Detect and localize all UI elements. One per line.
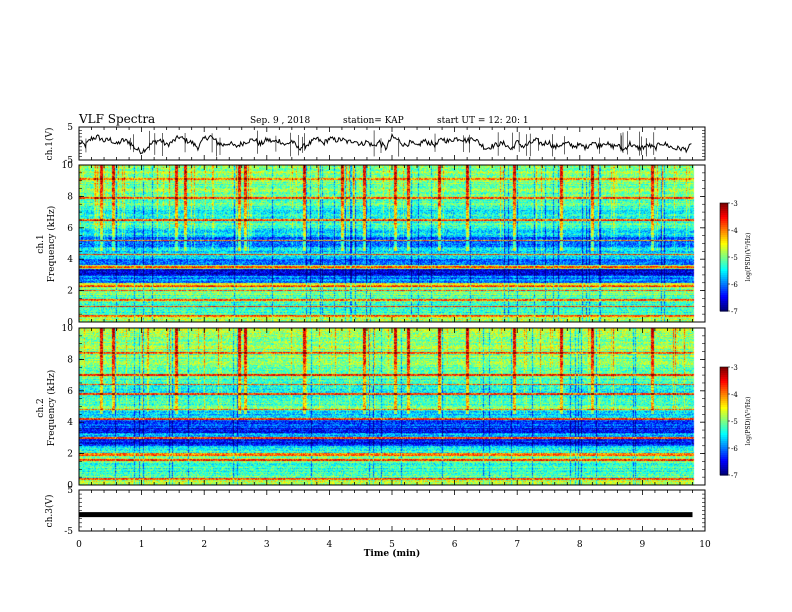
start-time-label: start UT = 12: 20: 1 — [437, 116, 529, 126]
colorbar-tick-label: -3 — [731, 364, 738, 372]
y-tick-label: 5 — [67, 486, 73, 496]
ch2-colorbar: -3 -4 -5 -6 -7 log(PSD)(V²/Hz) — [719, 364, 752, 480]
ch1-ylabel: ch.1(V) — [44, 128, 55, 161]
y-tick-label: 6 — [67, 224, 73, 234]
colorbar-label: log(PSD)(V²/Hz) — [745, 397, 752, 446]
ch1-waveform-panel: ch.1(V) 5 -5 — [44, 123, 706, 166]
y-tick-label: 6 — [67, 387, 73, 397]
y-tick-label: 2 — [67, 287, 73, 297]
y-tick-label: 0 — [67, 481, 73, 491]
ch3-waveform-panel: ch.3(V) 5 -50 1 2 3 4 5 6 7 8 9 10 Time (min) — [44, 486, 711, 559]
colorbar-tick-label: -6 — [731, 445, 738, 453]
colorbar-tick-label: -5 — [731, 254, 738, 262]
x-tick-label: 9 — [640, 540, 646, 550]
colorbar-tick-label: -7 — [731, 472, 738, 480]
ch1-waveform-line — [78, 132, 692, 155]
x-tick-label: 3 — [264, 540, 270, 550]
x-axis-label: Time (min) — [364, 548, 421, 559]
y-tick-label: 2 — [67, 450, 73, 460]
ch1-spec-ylabel-1: ch.1 — [36, 234, 46, 253]
y-tick-label: 5 — [67, 123, 73, 133]
date-label: Sep. 9 , 2018 — [250, 116, 310, 126]
colorbar-tick-label: -7 — [731, 308, 738, 316]
colorbar-label: log(PSD)(V²/Hz) — [745, 233, 752, 282]
x-tick-label: 7 — [514, 540, 520, 550]
y-tick-label: -5 — [64, 527, 73, 537]
y-tick-label: 10 — [62, 324, 74, 334]
station-label: station= KAP — [343, 116, 404, 126]
y-tick-label: 8 — [67, 355, 73, 365]
y-tick-label: 8 — [67, 192, 73, 202]
ch2-spectrogram-image — [79, 328, 705, 485]
ch1-spec-ylabel-2: Frequency (kHz) — [46, 206, 57, 283]
ch1-spectrogram-panel: 0 2 4 6 8 10 ch.1 Frequency (kHz) — [36, 161, 706, 328]
colorbar-tick-label: -4 — [731, 227, 738, 235]
y-tick-label: 4 — [67, 255, 73, 265]
colorbar-tick-label: -6 — [731, 281, 738, 289]
y-tick-label: 0 — [67, 318, 73, 328]
x-tick-label: 8 — [577, 540, 583, 550]
x-tick-label: 5 — [389, 540, 395, 550]
x-tick-label: 10 — [699, 540, 711, 550]
y-tick-label: 10 — [62, 161, 74, 171]
colorbar-tick-label: -5 — [731, 418, 738, 426]
ch3-ylabel: ch.3(V) — [44, 495, 55, 528]
x-tick-label: 2 — [201, 540, 207, 550]
ch2-spec-ylabel-1: ch.2 — [36, 398, 46, 417]
colorbar-tick-label: -4 — [731, 391, 738, 399]
x-tick-label: 6 — [452, 540, 458, 550]
figure-title: VLF Spectra — [78, 112, 155, 126]
y-tick-label: 4 — [67, 418, 73, 428]
ch2-spec-ylabel-2: Frequency (kHz) — [46, 370, 57, 447]
colorbar-tick-label: -3 — [731, 200, 738, 208]
ch2-spectrogram-panel: 0 2 4 6 8 10 ch.2 Frequency (kHz) — [36, 324, 706, 491]
x-tick-label: 0 — [76, 540, 82, 550]
x-tick-label: 4 — [327, 540, 333, 550]
y-tick-label: -5 — [64, 156, 73, 166]
x-tick-label: 1 — [139, 540, 145, 550]
ch1-colorbar: -3 -4 -5 -6 -7 log(PSD)(V²/Hz) — [719, 200, 752, 316]
ch1-spectrogram-image — [79, 165, 705, 322]
